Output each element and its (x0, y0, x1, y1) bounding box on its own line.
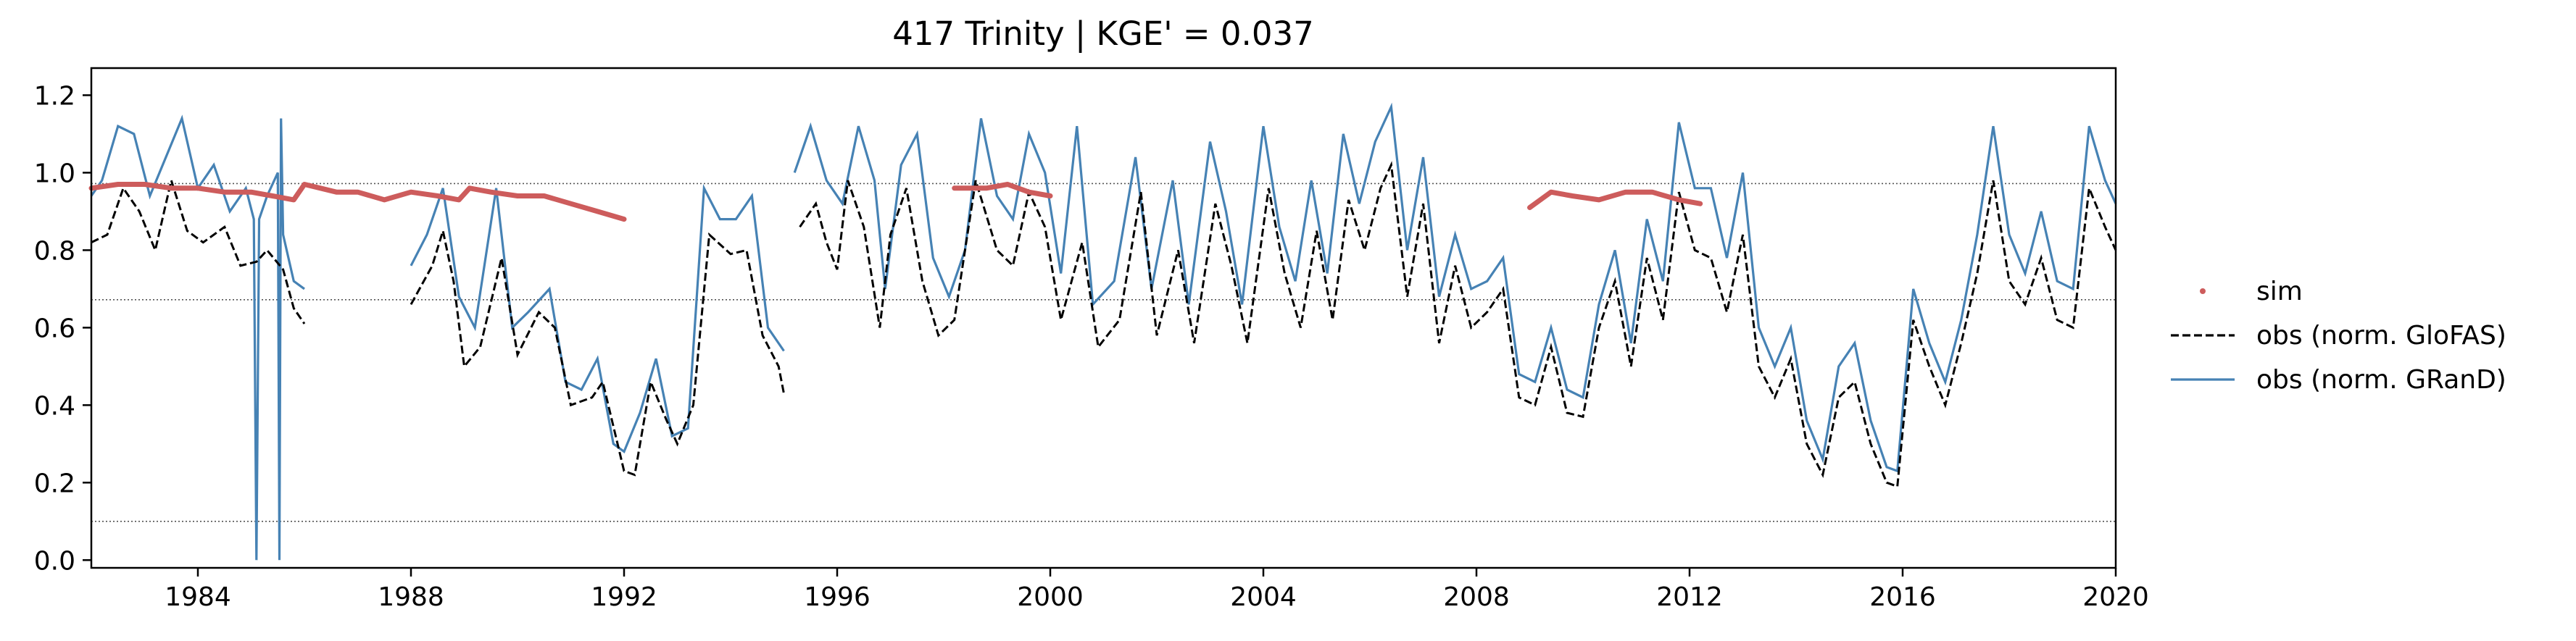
legend-label-2: obs (norm. GRanD) (2256, 365, 2506, 395)
y-tick-label-1: 0.2 (34, 469, 75, 498)
x-axis: 1984 1988 1992 1996 2000 2004 2008 2012 2016 2020 (165, 568, 2149, 612)
x-tick-label-1984: 1984 (165, 582, 231, 612)
x-tick-label-2020: 2020 (2082, 582, 2149, 612)
series-solid-segment-1 (410, 183, 785, 453)
y-tick-label-4: 0.8 (34, 236, 75, 266)
y-axis: 0.0 0.2 0.4 0.6 0.8 1.0 1.2 (34, 81, 91, 576)
series-dashed-segment-0 (91, 176, 306, 324)
x-tick-label-1996: 1996 (804, 582, 871, 612)
y-tick-label-5: 1.0 (34, 159, 75, 188)
reference-lines (91, 183, 2116, 522)
series-solid-segment-0 (90, 114, 305, 561)
x-tick-label-1988: 1988 (378, 582, 444, 612)
chart-title: 417 Trinity | KGE' = 0.037 (892, 14, 1313, 53)
series-dots-segment-0 (88, 182, 627, 222)
x-tick-label-1992: 1992 (591, 582, 657, 612)
y-tick-label-3: 0.6 (34, 314, 75, 343)
x-tick-label-2012: 2012 (1656, 582, 1723, 612)
plot-area (88, 102, 2117, 561)
series-solid-segment-2 (793, 102, 2117, 473)
legend-marker-sim (2200, 288, 2206, 294)
legend-label-0: sim (2256, 277, 2303, 306)
x-tick-label-2008: 2008 (1443, 582, 1510, 612)
y-tick-label-0: 0.0 (34, 546, 75, 576)
x-tick-label-2000: 2000 (1017, 582, 1084, 612)
legend-label-1: obs (norm. GloFAS) (2256, 321, 2506, 351)
plot-frame (90, 67, 2117, 569)
y-tick-label-2: 0.4 (34, 391, 75, 421)
x-tick-label-2004: 2004 (1230, 582, 1297, 612)
x-tick-label-2016: 2016 (1869, 582, 1936, 612)
series-dots-segment-1 (952, 182, 1053, 198)
series-dots-segment-2 (1527, 189, 1703, 211)
series-dashed-segment-2 (799, 161, 2117, 488)
y-tick-label-6: 1.2 (34, 81, 75, 111)
legend: sim obs (norm. GloFAS) obs (norm. GRanD) (2171, 277, 2506, 395)
series-dashed-segment-1 (410, 230, 785, 477)
